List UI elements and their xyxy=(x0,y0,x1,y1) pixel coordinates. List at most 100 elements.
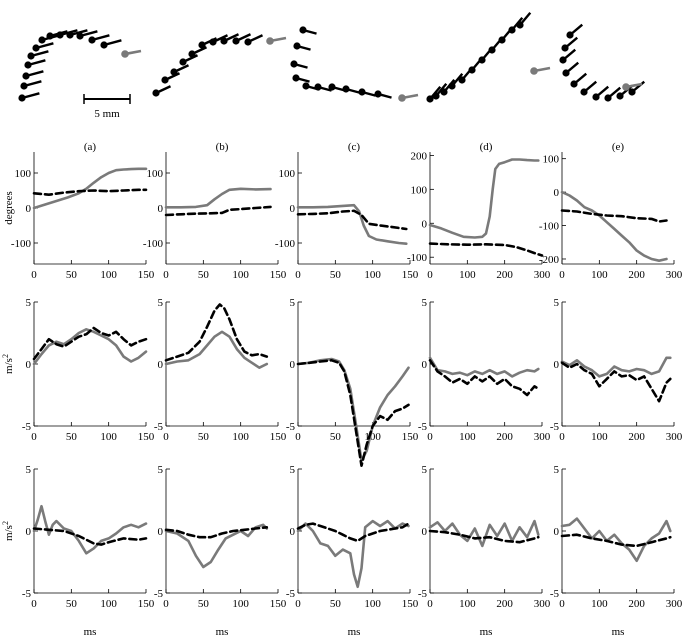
trajectory-point xyxy=(448,82,456,90)
x-tick-label: 150 xyxy=(402,269,419,281)
y-tick-label: -100 xyxy=(407,252,428,264)
trajectory-point xyxy=(562,69,570,77)
series-dashed xyxy=(560,209,668,223)
series-solid xyxy=(560,356,672,378)
y-tick-label: -100 xyxy=(539,221,560,233)
trajectory-point xyxy=(328,83,336,91)
y-tick-label: -5 xyxy=(286,588,296,600)
y-tick-label: 5 xyxy=(158,297,164,309)
x-tick-label: 0 xyxy=(163,598,169,610)
x-tick-label: 200 xyxy=(628,269,645,281)
trajectory-end-point xyxy=(398,94,406,102)
y-axis-label-sup: 2 xyxy=(1,521,10,525)
series-dashed xyxy=(32,188,148,196)
y-tick-label: 0 xyxy=(158,203,164,215)
trajectory-a xyxy=(18,29,142,102)
trajectory-point xyxy=(616,92,624,100)
trajectory-point xyxy=(478,56,486,64)
trajectory-point xyxy=(66,31,74,39)
x-tick-label: 100 xyxy=(100,269,117,281)
x-tick-label: 100 xyxy=(591,269,608,281)
plot-angle-d: -100 0 100 200 0 100 200 300 xyxy=(407,150,551,281)
trajectory-point xyxy=(76,32,84,40)
x-tick-label: 0 xyxy=(295,431,301,443)
trajectory-point xyxy=(209,38,217,46)
y-tick-label: -5 xyxy=(286,421,296,433)
plot-angle-a: -100 0 100 0 50 100 150 xyxy=(11,152,155,281)
trajectory-point xyxy=(198,41,206,49)
x-tick-label: 100 xyxy=(459,431,476,443)
x-tick-label: 200 xyxy=(628,598,645,610)
trajectory-point xyxy=(46,32,54,40)
x-tick-label: 200 xyxy=(628,431,645,443)
trajectory-point xyxy=(358,88,366,96)
x-tick-label: 150 xyxy=(270,431,287,443)
x-tick-label: 0 xyxy=(31,269,37,281)
x-axis-label: ms xyxy=(216,626,229,638)
column-label-d: (d) xyxy=(480,141,493,153)
y-tick-label: 200 xyxy=(411,150,428,162)
y-tick-label: -200 xyxy=(539,254,560,266)
y-tick-label: -5 xyxy=(418,588,428,600)
y-tick-label: 5 xyxy=(554,297,560,309)
x-tick-label: 50 xyxy=(66,598,78,610)
trajectory-point xyxy=(604,94,612,102)
series-solid xyxy=(296,519,410,589)
y-tick-label: -5 xyxy=(418,421,428,433)
x-tick-label: 100 xyxy=(459,598,476,610)
x-tick-label: 200 xyxy=(496,598,513,610)
x-tick-label: 50 xyxy=(198,431,210,443)
y-tick-label: 0 xyxy=(290,359,296,371)
trajectory-point xyxy=(179,58,187,66)
x-axis-label: ms xyxy=(348,626,361,638)
column-label-a: (a) xyxy=(84,141,97,153)
y-tick-label: 5 xyxy=(422,464,428,476)
trajectory-point xyxy=(592,93,600,101)
trajectory-point xyxy=(290,60,298,68)
y-tick-label: 5 xyxy=(290,297,296,309)
y-axis-label-accel_2: m/s2 xyxy=(1,521,15,541)
trajectory-point xyxy=(232,37,240,45)
series-solid xyxy=(428,519,540,548)
x-tick-label: 300 xyxy=(534,269,551,281)
trajectory-point xyxy=(161,76,169,84)
trajectory-point xyxy=(628,88,636,96)
trajectory-point xyxy=(458,76,466,84)
trajectory-point xyxy=(302,82,310,90)
trajectory-point xyxy=(516,21,524,29)
x-tick-label: 300 xyxy=(666,269,683,281)
trajectory-point xyxy=(561,44,569,52)
series-dashed xyxy=(32,527,148,546)
x-tick-label: 100 xyxy=(232,598,249,610)
column-label-b: (b) xyxy=(216,141,229,153)
x-tick-label: 50 xyxy=(198,269,210,281)
y-tick-label: 0 xyxy=(26,203,32,215)
x-tick-label: 0 xyxy=(163,269,169,281)
y-tick-label: -5 xyxy=(154,588,164,600)
y-tick-label: 0 xyxy=(290,203,296,215)
trajectory-point xyxy=(432,92,440,100)
x-tick-label: 300 xyxy=(666,598,683,610)
x-tick-label: 150 xyxy=(270,598,287,610)
x-tick-label: 100 xyxy=(591,431,608,443)
x-tick-label: 50 xyxy=(66,269,78,281)
series-solid xyxy=(32,167,148,210)
column-label-c: (c) xyxy=(348,141,361,153)
x-tick-label: 150 xyxy=(402,598,419,610)
series-dashed xyxy=(32,326,148,361)
trajectory-sketches xyxy=(18,11,646,103)
x-tick-label: 0 xyxy=(559,431,565,443)
y-tick-label: -5 xyxy=(550,588,560,600)
x-tick-label: 150 xyxy=(138,598,155,610)
series-solid xyxy=(560,190,668,263)
y-tick-label: 0 xyxy=(554,359,560,371)
y-tick-label: 5 xyxy=(422,297,428,309)
trajectory-point xyxy=(27,52,35,60)
